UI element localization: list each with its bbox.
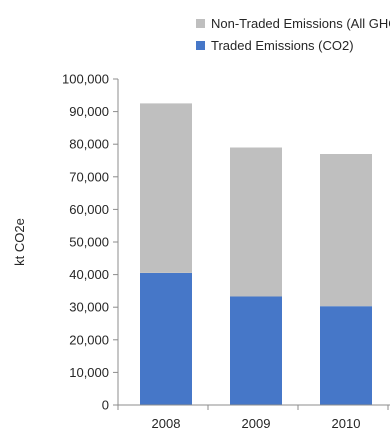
y-tick-label-10: 100,000 (62, 72, 109, 87)
bar-traded-2008 (140, 273, 192, 405)
y-tick-label-0: 0 (102, 398, 109, 413)
bar-non-traded-2009 (230, 147, 282, 297)
y-tick-label-1: 10,000 (69, 365, 109, 380)
bar-non-traded-2010 (320, 154, 372, 307)
x-tick-label-2009: 2009 (242, 416, 271, 431)
legend-label-traded: Traded Emissions (CO2) (211, 37, 354, 53)
legend-item-non-traded: Non-Traded Emissions (All GHGs) (196, 12, 390, 34)
y-tick-label-2: 20,000 (69, 332, 109, 347)
y-tick-label-8: 80,000 (69, 137, 109, 152)
chart-legend: Non-Traded Emissions (All GHGs) Traded E… (196, 12, 390, 56)
y-axis-title: kt CO2e (12, 218, 27, 266)
bar-non-traded-2008 (140, 103, 192, 273)
y-tick-label-4: 40,000 (69, 267, 109, 282)
bar-traded-2010 (320, 306, 372, 405)
legend-swatch-non-traded (196, 18, 205, 28)
y-tick-label-5: 50,000 (69, 235, 109, 250)
legend-swatch-traded (196, 40, 205, 50)
y-tick-label-7: 70,000 (69, 169, 109, 184)
y-tick-label-9: 90,000 (69, 104, 109, 119)
y-tick-label-3: 30,000 (69, 300, 109, 315)
legend-label-non-traded: Non-Traded Emissions (All GHGs) (211, 15, 390, 31)
y-tick-label-6: 60,000 (69, 202, 109, 217)
legend-item-traded: Traded Emissions (CO2) (196, 34, 390, 56)
x-tick-label-2010: 2010 (332, 416, 361, 431)
x-tick-label-2008: 2008 (152, 416, 181, 431)
bar-traded-2009 (230, 296, 282, 405)
